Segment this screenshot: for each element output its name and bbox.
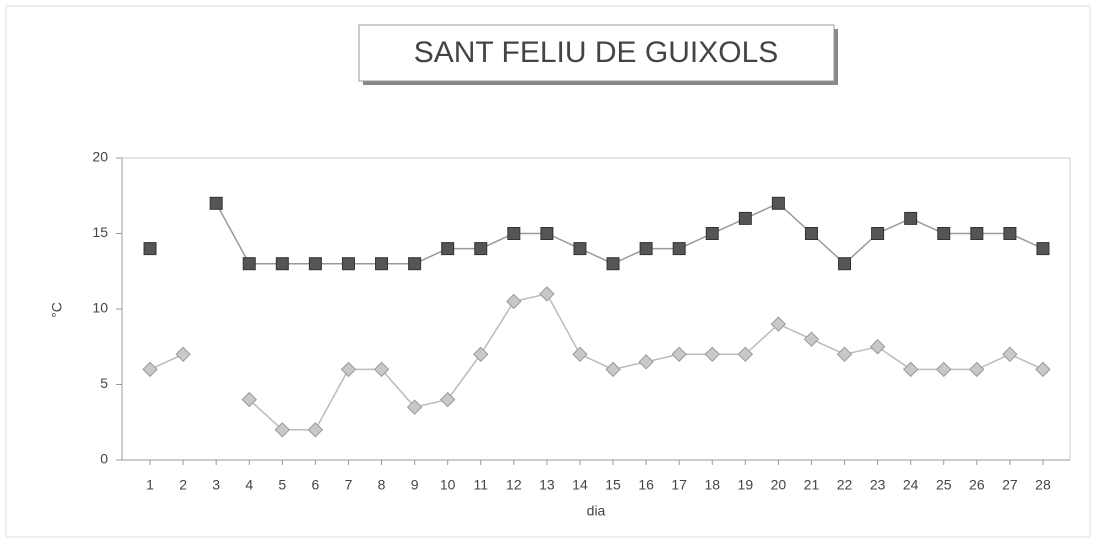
marker-square bbox=[838, 257, 852, 271]
marker-square bbox=[341, 257, 355, 271]
marker-square bbox=[672, 242, 686, 256]
marker-diamond bbox=[869, 339, 886, 355]
marker-square bbox=[540, 227, 554, 240]
marker-diamond bbox=[307, 422, 324, 438]
marker-diamond bbox=[241, 391, 257, 408]
x-tick-label: 2 bbox=[179, 477, 187, 493]
y-axis-label: °C bbox=[49, 302, 65, 318]
x-tick-label: 9 bbox=[411, 477, 419, 493]
x-tick-label: 4 bbox=[245, 477, 253, 493]
marker-square bbox=[242, 257, 256, 271]
marker-diamond bbox=[605, 361, 621, 378]
marker-diamond bbox=[770, 316, 787, 332]
marker-square bbox=[209, 196, 223, 210]
x-tick-label: 16 bbox=[638, 477, 654, 493]
x-tick-label: 1 bbox=[146, 477, 154, 493]
series-line bbox=[149, 293, 1044, 431]
marker-diamond bbox=[737, 346, 754, 363]
marker-diamond bbox=[439, 391, 456, 408]
marker-square bbox=[408, 257, 422, 271]
x-tick-label: 17 bbox=[671, 477, 687, 493]
x-tick-label: 21 bbox=[804, 477, 820, 493]
marker-diamond bbox=[836, 346, 853, 363]
marker-diamond bbox=[902, 361, 919, 378]
marker-diamond bbox=[638, 354, 654, 370]
y-tick-label: 0 bbox=[100, 451, 108, 467]
x-tick-label: 6 bbox=[311, 477, 319, 493]
marker-diamond bbox=[936, 361, 952, 378]
x-tick-label: 8 bbox=[378, 477, 386, 493]
marker-square bbox=[937, 227, 951, 240]
x-tick-label: 24 bbox=[903, 477, 919, 493]
title-box bbox=[358, 24, 835, 82]
marker-square bbox=[970, 227, 984, 240]
marker-square bbox=[871, 227, 885, 240]
x-tick-label: 11 bbox=[473, 477, 488, 493]
x-tick-label: 25 bbox=[936, 477, 952, 493]
x-tick-label: 10 bbox=[440, 477, 456, 493]
marker-diamond bbox=[572, 346, 588, 363]
x-tick-label: 3 bbox=[212, 477, 220, 493]
marker-diamond bbox=[473, 346, 489, 363]
x-tick-label: 14 bbox=[572, 477, 588, 493]
marker-square bbox=[474, 242, 488, 256]
marker-diamond bbox=[1002, 346, 1018, 363]
x-tick-label: 15 bbox=[605, 477, 621, 493]
x-tick-label: 22 bbox=[837, 477, 853, 493]
x-tick-label: 13 bbox=[539, 477, 555, 493]
marker-square bbox=[738, 211, 752, 225]
x-tick-label: 12 bbox=[506, 477, 522, 493]
marker-diamond bbox=[803, 331, 820, 347]
marker-square bbox=[771, 196, 785, 210]
y-tick-label: 5 bbox=[100, 375, 108, 391]
marker-square bbox=[904, 211, 918, 225]
marker-diamond bbox=[373, 361, 390, 378]
marker-diamond bbox=[340, 361, 357, 378]
marker-square bbox=[441, 242, 455, 256]
marker-diamond bbox=[406, 399, 423, 415]
x-tick-label: 5 bbox=[278, 477, 286, 493]
marker-diamond bbox=[539, 286, 555, 302]
y-tick-label: 20 bbox=[92, 149, 108, 165]
x-tick-label: 23 bbox=[870, 477, 886, 493]
marker-diamond bbox=[274, 422, 291, 438]
marker-square bbox=[1003, 227, 1017, 240]
x-tick-label: 27 bbox=[1002, 477, 1018, 493]
x-tick-label: 19 bbox=[738, 477, 754, 493]
marker-square bbox=[639, 242, 653, 256]
marker-square bbox=[507, 227, 521, 240]
marker-diamond bbox=[142, 361, 158, 378]
y-tick-label: 10 bbox=[92, 300, 108, 316]
marker-diamond bbox=[506, 293, 522, 310]
marker-diamond bbox=[175, 346, 191, 363]
x-tick-label: 18 bbox=[704, 477, 720, 493]
marker-square bbox=[275, 257, 289, 271]
marker-diamond bbox=[1035, 361, 1051, 378]
x-tick-label: 28 bbox=[1035, 477, 1051, 493]
marker-square bbox=[308, 257, 322, 271]
marker-square bbox=[606, 257, 620, 271]
marker-square bbox=[143, 242, 157, 256]
figure-border bbox=[5, 5, 1091, 538]
marker-square bbox=[1036, 242, 1050, 256]
plot-frame bbox=[121, 157, 1071, 461]
chart-title: SANT FELIU DE GUIXOLS bbox=[414, 36, 779, 69]
marker-square bbox=[804, 227, 818, 240]
x-tick-label: 20 bbox=[771, 477, 787, 493]
series-line bbox=[215, 202, 1044, 265]
marker-diamond bbox=[704, 346, 720, 363]
marker-diamond bbox=[671, 346, 687, 363]
y-tick-label: 15 bbox=[92, 224, 108, 240]
marker-square bbox=[375, 257, 389, 271]
marker-diamond bbox=[969, 361, 985, 378]
marker-square bbox=[573, 242, 587, 256]
x-axis-label: dia bbox=[587, 503, 606, 519]
marker-square bbox=[705, 227, 719, 240]
x-tick-label: 7 bbox=[345, 477, 353, 493]
x-tick-label: 26 bbox=[969, 477, 985, 493]
